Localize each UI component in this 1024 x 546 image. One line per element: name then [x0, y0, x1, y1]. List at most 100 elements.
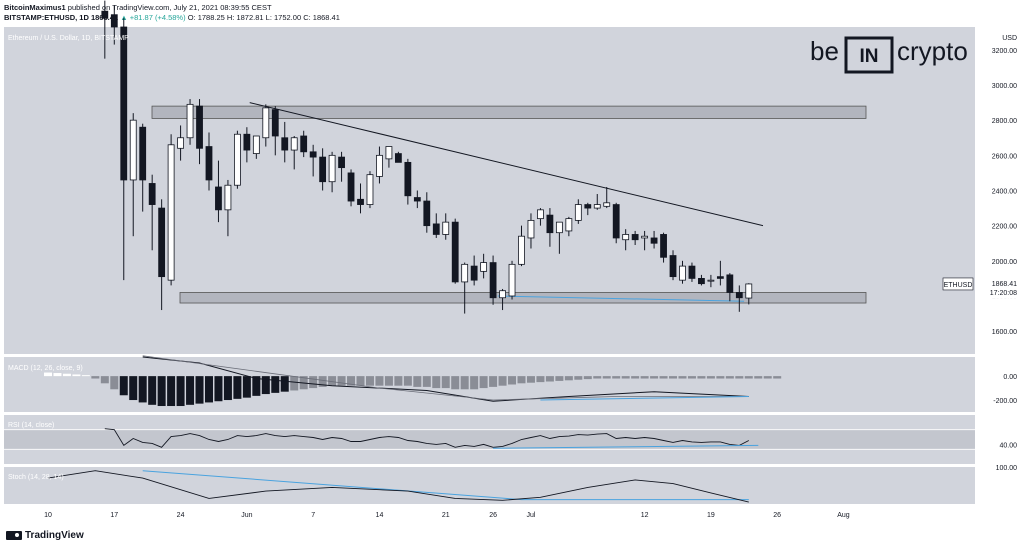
- bearish-candle: [584, 202, 592, 216]
- macd-histogram-bar: [129, 376, 138, 401]
- time-tick-label: Jul: [526, 512, 535, 519]
- candle-body: [641, 235, 649, 239]
- macd-histogram-bar: [204, 376, 213, 403]
- candles: [101, 0, 753, 314]
- bullish-candle: [641, 230, 649, 251]
- bullish-candle: [603, 186, 611, 209]
- time-tick-label: Aug: [837, 512, 850, 519]
- macd-histogram-bar: [489, 376, 498, 387]
- candle-body: [470, 265, 478, 281]
- candle-body: [537, 209, 544, 220]
- price-tick-label: 2800.00: [992, 118, 1017, 125]
- bullish-candle: [224, 179, 232, 237]
- symbol-name: BITSTAMP:ETHUSD, 1D: [4, 13, 89, 22]
- rsi-blue-trendline: [493, 444, 759, 449]
- macd-histogram-bar: [252, 376, 261, 396]
- bearish-candle: [120, 18, 128, 281]
- macd-histogram-bar: [754, 376, 763, 379]
- macd-label: MACD (12, 26, close, 9): [8, 365, 83, 372]
- tradingview-logo: TradingView: [6, 530, 84, 541]
- bullish-candle: [527, 213, 535, 249]
- candle-body: [290, 137, 298, 151]
- bullish-candle: [252, 135, 260, 159]
- candle-body: [338, 156, 345, 169]
- candle-body: [593, 204, 601, 209]
- bullish-candle: [565, 216, 573, 237]
- macd-histogram-bar: [195, 376, 204, 404]
- candle-body: [177, 137, 184, 149]
- candle-body: [622, 234, 630, 241]
- price-tick-label: 2400.00: [992, 189, 1017, 196]
- stoch-tick-label: 100.00: [996, 465, 1018, 472]
- publish-line: BitcoinMaximus1 published on TradingView…: [4, 3, 272, 12]
- candle-body: [404, 161, 412, 197]
- bullish-candle: [262, 104, 270, 147]
- macd-histogram-bar: [669, 376, 678, 379]
- macd-tick-label: -200.00: [993, 398, 1017, 405]
- bullish-candle: [167, 134, 175, 286]
- macd-histogram-bar: [309, 376, 318, 389]
- candle-body: [376, 154, 383, 177]
- support-zone: [179, 292, 867, 304]
- macd-histogram-bar: [186, 376, 195, 405]
- candle-body: [413, 197, 421, 202]
- chart-title: Ethereum / U.S. Dollar, 1D, BITSTAMP: [8, 35, 129, 42]
- candle-body: [669, 255, 677, 278]
- macd-histogram-bar: [337, 376, 346, 386]
- bullish-candle: [679, 260, 686, 284]
- candle-body: [252, 135, 260, 154]
- blue-support-line: [497, 295, 745, 302]
- bullish-candle: [518, 225, 525, 267]
- candle-body: [101, 10, 109, 19]
- macd-histogram-bar: [678, 376, 687, 379]
- candle-body: [518, 235, 525, 265]
- macd-histogram-bar: [242, 376, 251, 398]
- bullish-candle: [186, 99, 194, 145]
- bearish-candle: [451, 218, 459, 284]
- candle-body: [603, 202, 611, 207]
- macd-histogram-bar: [167, 376, 176, 407]
- candle-body: [555, 221, 563, 234]
- stoch-label: Stoch (14, 28, 14): [8, 474, 64, 481]
- bearish-candle: [489, 255, 497, 305]
- macd-histogram-bar: [517, 376, 526, 384]
- macd-histogram-bar: [470, 376, 479, 390]
- candle-body: [224, 184, 232, 211]
- candle-body: [129, 119, 137, 181]
- macd-histogram-bar: [280, 376, 289, 392]
- time-tick-label: 19: [707, 512, 715, 519]
- watermark-crypto: crypto: [897, 36, 968, 66]
- candle-body: [281, 137, 289, 151]
- macd-histogram-bar: [508, 376, 517, 385]
- macd-line: [142, 356, 749, 402]
- candle-body: [186, 103, 194, 139]
- bearish-candle: [101, 0, 109, 59]
- macd-histogram-bar: [72, 374, 81, 377]
- macd-histogram-bar: [564, 376, 573, 381]
- macd-histogram-bar: [716, 376, 725, 379]
- candle-body: [707, 279, 715, 282]
- macd-histogram-bar: [536, 376, 545, 383]
- candle-body: [271, 109, 279, 137]
- time-tick-label: 26: [773, 512, 781, 519]
- candle-body: [480, 262, 488, 272]
- bearish-candle: [423, 192, 431, 233]
- candle-body: [196, 105, 203, 149]
- macd-histogram-bar: [602, 376, 611, 379]
- macd-histogram-bar: [347, 376, 356, 386]
- resistance-zone: [151, 105, 867, 119]
- candle-body: [745, 283, 753, 299]
- macd-histogram-bar: [261, 376, 270, 395]
- up-arrow-icon: ▲: [120, 13, 128, 22]
- macd-histogram-bar: [44, 372, 52, 377]
- bearish-candle: [205, 132, 213, 191]
- bullish-candle: [328, 151, 336, 193]
- macd-histogram-bar: [328, 376, 337, 386]
- candle-body: [726, 274, 734, 293]
- rsi-label: RSI (14, close): [8, 422, 54, 429]
- bearish-candle: [631, 230, 639, 245]
- time-tick-label: 12: [641, 512, 649, 519]
- bullish-candle: [177, 125, 184, 161]
- candle-body: [309, 151, 317, 158]
